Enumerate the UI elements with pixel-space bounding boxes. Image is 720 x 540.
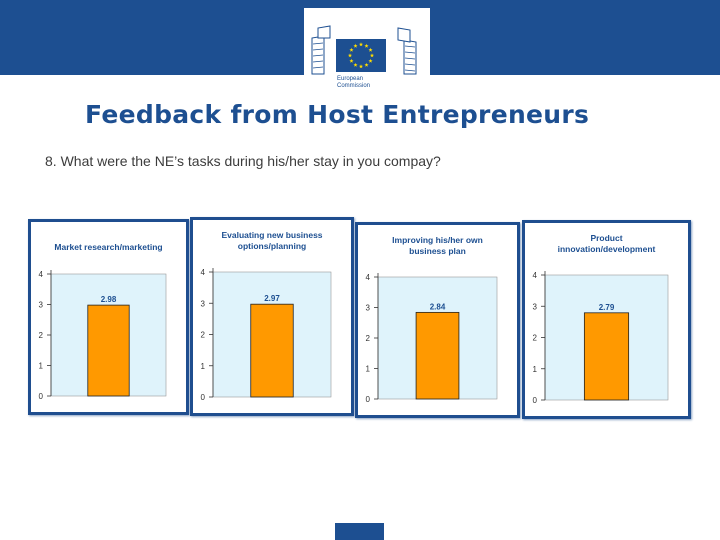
chart-title-line: Improving his/her own: [392, 235, 483, 245]
y-tick-label: 1: [366, 365, 371, 374]
data-label: 2.79: [599, 303, 615, 312]
eu-star: [369, 53, 375, 58]
commission-building-icon: [311, 25, 417, 75]
eu-star: [364, 62, 369, 67]
eu-stars-icon: [347, 42, 375, 69]
y-tick-label: 2: [39, 331, 44, 340]
y-tick-label: 1: [533, 365, 538, 374]
data-label: 2.84: [430, 302, 446, 311]
bar: [583, 312, 630, 401]
y-tick-label: 1: [201, 362, 206, 371]
y-tick-label: 3: [201, 299, 206, 308]
chart-panel-product-innovation: Product innovation/development 0 1 2 3 4 2.79: [522, 220, 691, 419]
y-tick-label: 4: [201, 268, 206, 277]
eu-star: [347, 53, 353, 58]
y-tick-label: 0: [39, 392, 44, 401]
eu-star: [353, 62, 358, 67]
chart-title-line: Market research/marketing: [54, 242, 162, 252]
chart-title-line: Evaluating new business: [221, 230, 322, 240]
chart-title-line: business plan: [409, 246, 466, 256]
y-tick-label: 4: [39, 270, 44, 279]
logo-text-line1: European: [337, 76, 364, 82]
y-tick-label: 0: [201, 393, 206, 402]
chart-panel-market-research: Market research/marketing 0 1 2 3 4 2.98: [28, 219, 189, 415]
data-label: 2.97: [264, 294, 280, 303]
y-tick-label: 3: [366, 304, 371, 313]
eu-star: [353, 43, 358, 48]
y-tick-label: 0: [366, 395, 371, 404]
logo-text-line2: Commission: [337, 83, 371, 89]
survey-question: 8. What were the NE’s tasks during his/h…: [45, 153, 441, 169]
eu-star: [368, 47, 373, 52]
chart-panel-business-plan: Improving his/her own business plan 0 1 2 3 4 2…: [355, 222, 520, 418]
bar: [87, 304, 130, 397]
y-tick-label: 4: [533, 271, 538, 280]
european-commission-logo: European Commission: [304, 8, 430, 100]
eu-star: [364, 43, 369, 48]
y-tick-label: 2: [201, 331, 206, 340]
data-label: 2.98: [101, 295, 117, 304]
eu-star: [358, 64, 364, 69]
logo-text: European Commission: [337, 76, 397, 90]
bar: [250, 303, 294, 398]
y-tick-label: 2: [366, 334, 371, 343]
y-tick-label: 3: [39, 301, 44, 310]
bar: [415, 311, 460, 400]
y-tick-label: 1: [39, 362, 44, 371]
chart-title-line: options/planning: [238, 241, 306, 251]
footer-mark: [335, 523, 384, 540]
y-tick-label: 4: [366, 273, 371, 282]
chart-title-line: Product: [590, 233, 622, 243]
chart-title-line: innovation/development: [558, 244, 656, 254]
chart-market-research: Market research/marketing 0 1 2 3 4 2.98: [39, 242, 167, 401]
y-tick-label: 2: [533, 334, 538, 343]
eu-star: [368, 58, 373, 63]
eu-star: [358, 42, 364, 47]
y-tick-label: 0: [533, 396, 538, 405]
slide-title: Feedback from Host Entrepreneurs: [85, 100, 590, 129]
eu-star: [349, 58, 354, 63]
eu-star: [349, 47, 354, 52]
y-tick-label: 3: [533, 302, 538, 311]
chart-panel-evaluating-options: Evaluating new business options/planning 0…: [190, 217, 354, 416]
